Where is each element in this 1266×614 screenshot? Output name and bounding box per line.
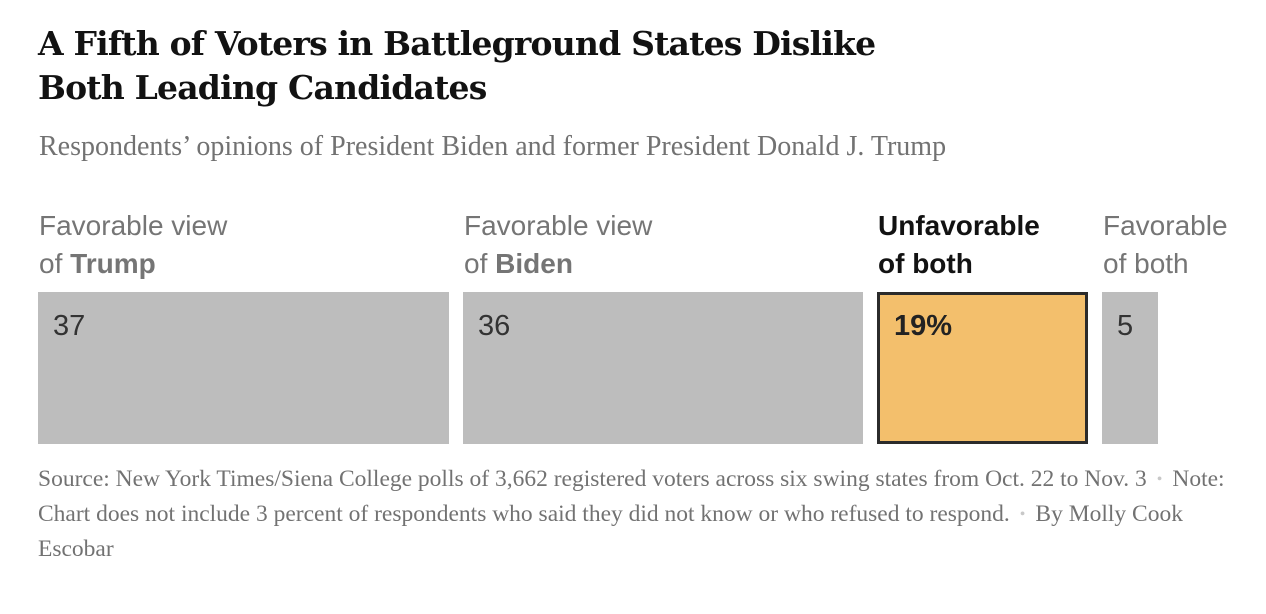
category-label-prefix: of both (1103, 248, 1189, 279)
category-label: Favorable of both (1103, 207, 1228, 283)
separator-dot: • (1156, 471, 1163, 488)
category-label-line-2: of Biden (464, 245, 652, 283)
category-label: Favorable view of Biden (464, 207, 652, 283)
category-label-prefix: of both (878, 248, 973, 279)
bar-segment (38, 292, 449, 444)
bar-value-label: 36 (478, 310, 511, 342)
chart-subtitle: Respondents’ opinions of President Biden… (39, 131, 947, 162)
chart-title: A Fifth of Voters in Battleground States… (38, 22, 1038, 110)
note-text: Note: Chart does not include 3 percent o… (38, 466, 1225, 527)
category-label: Favorable view of Trump (39, 207, 227, 283)
source-text: Source: New York Times/Siena College pol… (38, 466, 1147, 492)
chart-footer: Source: New York Times/Siena College pol… (38, 462, 1238, 567)
category-label-candidate: Trump (70, 248, 156, 279)
separator-dot: • (1019, 506, 1026, 523)
byline-text: By Molly Cook Escobar (38, 501, 1183, 562)
bar-segment (463, 292, 863, 444)
bar-value-label: 19% (894, 310, 953, 342)
bar-value-label: 5 (1117, 310, 1134, 342)
category-label-line-2: of Trump (39, 245, 227, 283)
category-label-line-1: Unfavorable (878, 210, 1040, 241)
bar-segment (1102, 292, 1158, 444)
category-label-line-1: Favorable view (39, 210, 228, 241)
chart-title-line-2: Both Leading Candidates (38, 68, 487, 107)
bar-segment (877, 292, 1088, 444)
chart-title-line-1: A Fifth of Voters in Battleground States… (38, 24, 876, 63)
category-label: Unfavorable of both (878, 207, 1040, 283)
category-label-candidate: Biden (495, 248, 573, 279)
category-label-line-2: of both (1103, 245, 1228, 283)
category-label-prefix: of (464, 248, 496, 279)
bar-value-label: 37 (53, 310, 86, 342)
category-label-prefix: of (39, 248, 71, 279)
category-label-line-1: Favorable (1103, 210, 1228, 241)
category-label-line-1: Favorable view (464, 210, 653, 241)
category-label-line-2: of both (878, 245, 1040, 283)
